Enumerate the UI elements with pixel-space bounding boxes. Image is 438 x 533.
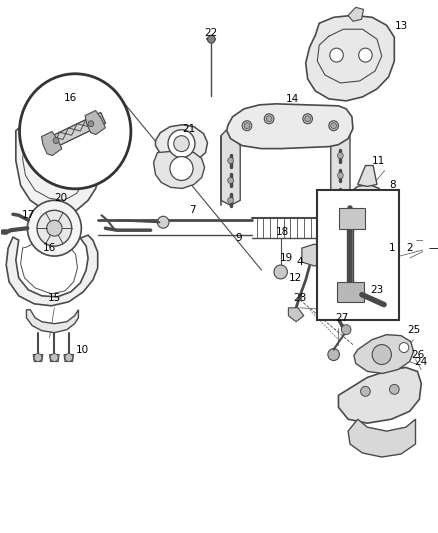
Text: 24: 24	[415, 357, 428, 367]
Circle shape	[324, 298, 334, 308]
Text: 2: 2	[406, 243, 413, 253]
Text: 1: 1	[389, 243, 396, 253]
Polygon shape	[358, 166, 377, 187]
Circle shape	[274, 265, 287, 279]
Text: 12: 12	[289, 273, 302, 283]
Polygon shape	[348, 419, 416, 457]
Polygon shape	[339, 367, 421, 423]
Circle shape	[360, 386, 370, 397]
Polygon shape	[45, 112, 106, 150]
Circle shape	[228, 158, 233, 164]
Circle shape	[28, 200, 81, 256]
Circle shape	[303, 114, 312, 124]
Polygon shape	[343, 248, 369, 274]
Text: 15: 15	[48, 293, 61, 303]
Circle shape	[65, 353, 73, 361]
Polygon shape	[339, 207, 365, 229]
Text: 26: 26	[411, 350, 424, 360]
Polygon shape	[49, 354, 59, 361]
Polygon shape	[42, 132, 62, 156]
Text: 16: 16	[43, 243, 56, 253]
Polygon shape	[6, 235, 98, 306]
Text: 21: 21	[183, 124, 196, 134]
Circle shape	[338, 192, 343, 198]
Text: 25: 25	[407, 325, 420, 335]
Circle shape	[53, 138, 59, 143]
Bar	[317, 190, 399, 319]
Circle shape	[330, 48, 343, 62]
Circle shape	[305, 116, 311, 122]
Text: 9: 9	[235, 233, 242, 243]
Polygon shape	[227, 104, 353, 149]
Circle shape	[228, 177, 233, 183]
Polygon shape	[348, 7, 364, 21]
Circle shape	[341, 325, 351, 335]
Circle shape	[331, 123, 336, 129]
Circle shape	[264, 114, 274, 124]
Circle shape	[399, 343, 409, 352]
Circle shape	[228, 197, 233, 203]
Text: 19: 19	[280, 253, 293, 263]
Polygon shape	[64, 354, 74, 361]
Circle shape	[338, 152, 343, 158]
Polygon shape	[288, 308, 304, 322]
Circle shape	[50, 353, 58, 361]
Circle shape	[208, 35, 215, 43]
Polygon shape	[155, 125, 208, 164]
Text: 4: 4	[297, 257, 303, 267]
Circle shape	[360, 197, 375, 213]
Circle shape	[47, 220, 62, 236]
Polygon shape	[306, 15, 394, 101]
Circle shape	[242, 121, 252, 131]
Polygon shape	[26, 310, 78, 333]
Polygon shape	[348, 184, 387, 226]
Polygon shape	[354, 335, 413, 374]
Polygon shape	[221, 129, 240, 205]
Text: 11: 11	[372, 156, 385, 166]
Polygon shape	[331, 129, 350, 200]
Polygon shape	[16, 113, 102, 215]
Text: 7: 7	[189, 205, 195, 215]
Text: 20: 20	[55, 193, 67, 204]
Circle shape	[34, 353, 42, 361]
Circle shape	[37, 211, 72, 246]
Text: 13: 13	[395, 21, 408, 31]
Circle shape	[372, 345, 392, 365]
Circle shape	[266, 116, 272, 122]
Text: 22: 22	[205, 28, 218, 38]
Polygon shape	[33, 354, 43, 361]
Polygon shape	[85, 110, 106, 134]
Polygon shape	[154, 151, 205, 188]
Circle shape	[174, 136, 189, 151]
Circle shape	[157, 216, 169, 228]
Circle shape	[359, 48, 372, 62]
Circle shape	[389, 384, 399, 394]
Circle shape	[52, 155, 63, 166]
Text: —: —	[429, 243, 438, 253]
Circle shape	[328, 349, 339, 360]
Text: 10: 10	[76, 344, 89, 354]
Text: 8: 8	[389, 181, 396, 190]
Circle shape	[338, 173, 343, 179]
Circle shape	[88, 121, 94, 127]
Text: 17: 17	[22, 210, 35, 220]
Circle shape	[244, 123, 250, 129]
Circle shape	[170, 157, 193, 181]
Text: 16: 16	[64, 93, 78, 103]
Polygon shape	[337, 282, 364, 302]
Text: 27: 27	[336, 313, 349, 323]
Text: 23: 23	[371, 285, 384, 295]
Text: 28: 28	[293, 293, 307, 303]
Circle shape	[329, 121, 339, 131]
Circle shape	[20, 74, 131, 189]
Circle shape	[168, 130, 195, 158]
Text: 18: 18	[276, 227, 289, 237]
Text: 14: 14	[286, 94, 299, 104]
Polygon shape	[302, 244, 325, 266]
